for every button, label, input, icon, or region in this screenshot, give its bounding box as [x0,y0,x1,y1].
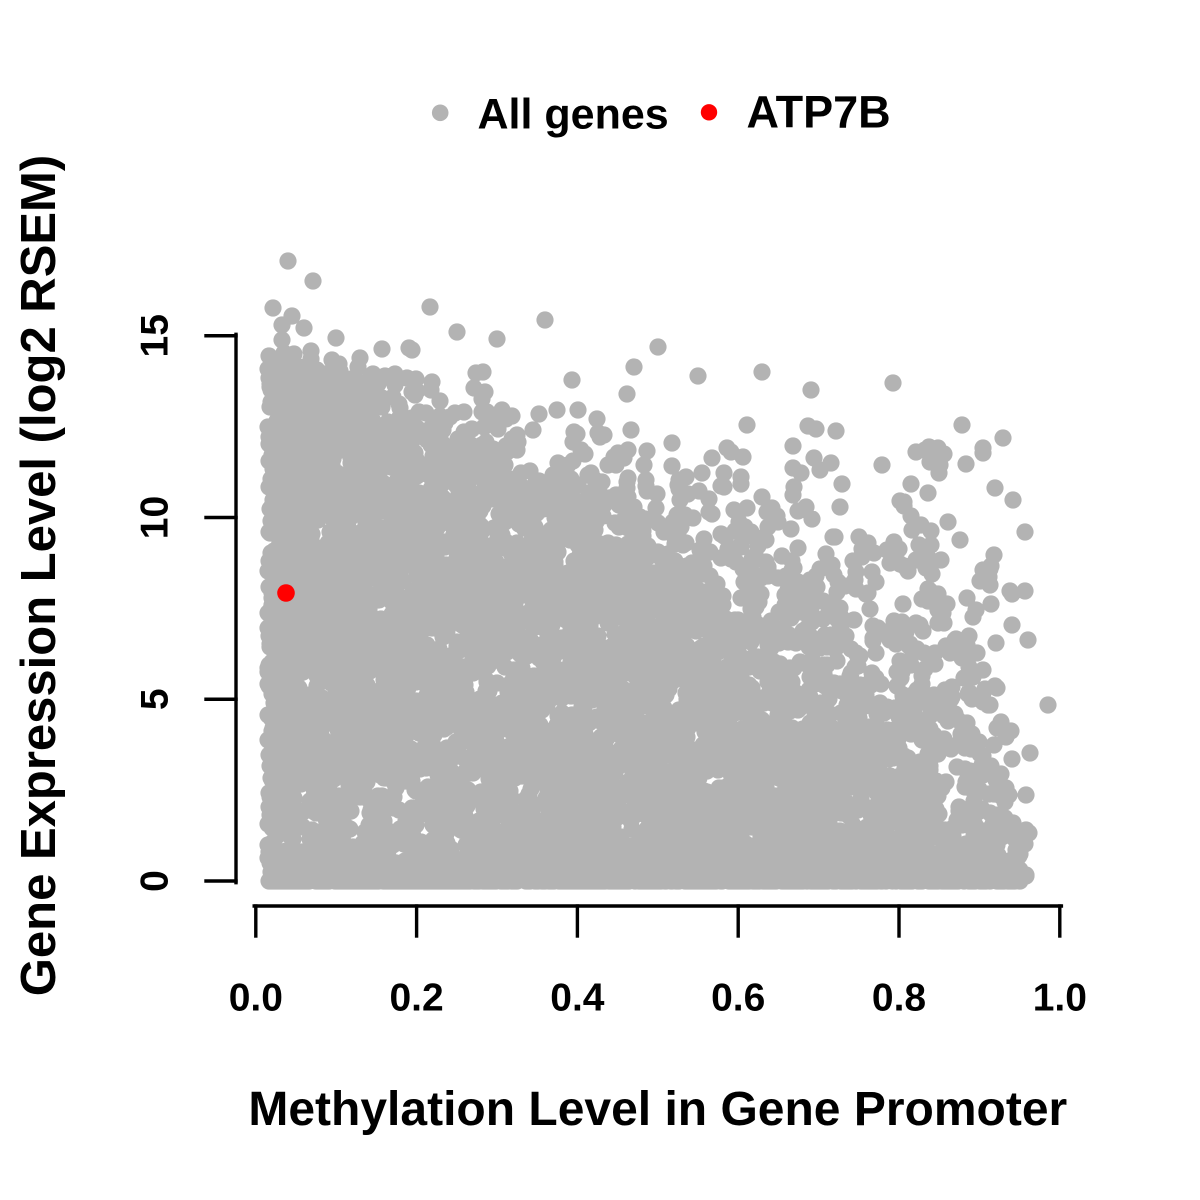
svg-text:10: 10 [134,496,177,539]
svg-text:0.6: 0.6 [711,977,765,1020]
svg-text:1.0: 1.0 [1033,977,1087,1020]
svg-text:Methylation Level in Gene Prom: Methylation Level in Gene Promoter [248,1083,1067,1136]
svg-text:0.2: 0.2 [389,977,443,1020]
svg-text:All genes: All genes [478,91,669,139]
svg-text:ATP7B: ATP7B [747,87,891,138]
svg-text:15: 15 [134,314,177,357]
svg-text:5: 5 [134,688,177,710]
svg-text:0.8: 0.8 [872,977,926,1020]
svg-text:0.0: 0.0 [229,977,283,1020]
svg-text:Gene Expression Level (log2 RS: Gene Expression Level (log2 RSEM) [12,155,66,996]
svg-text:0.4: 0.4 [550,977,605,1020]
svg-text:0: 0 [134,870,177,892]
